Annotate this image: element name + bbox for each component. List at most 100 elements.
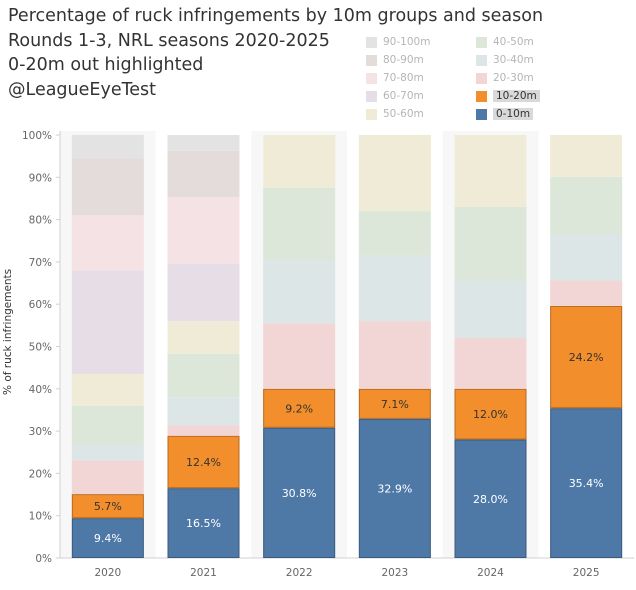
- bar-segment-50-60m-2021: [167, 321, 240, 354]
- legend-label: 80-90m: [383, 54, 424, 66]
- x-tick-label: 2022: [286, 567, 313, 579]
- data-label-10-20m-2024: 12.0%: [473, 408, 508, 421]
- bar-segment-0-10m-2025: [550, 408, 623, 558]
- legend-item-40-50m[interactable]: 40-50m: [476, 36, 534, 48]
- bar-segment-50-60m-2024: [454, 135, 527, 207]
- bar-segment-0-10m-2020: [71, 518, 144, 558]
- bar-segment-20-30m-2020: [71, 460, 144, 495]
- bar-segment-border: [358, 418, 431, 559]
- x-tick-label: 2023: [381, 567, 408, 579]
- bar-segment-20-30m-2025: [550, 280, 623, 306]
- y-tick-label: 80%: [29, 215, 52, 227]
- bar-segment-10-20m-2024: [454, 388, 527, 440]
- bar-segment-50-60m-2020: [71, 373, 144, 406]
- bar-segment-90-100m-2020: [71, 135, 144, 159]
- legend-swatch: [366, 36, 377, 48]
- y-tick-label: 60%: [29, 299, 52, 311]
- legend-label: 90-100m: [383, 36, 431, 48]
- legend-item-80-90m[interactable]: 80-90m: [366, 54, 424, 66]
- legend-item-60-70m[interactable]: 60-70m: [366, 90, 424, 102]
- bar-segment-10-20m-2021: [167, 435, 240, 489]
- bar-segment-60-70m-2021: [167, 264, 240, 322]
- data-label-10-20m-2021: 12.4%: [186, 456, 221, 469]
- bar-segment-20-30m-2021: [167, 425, 240, 436]
- legend-label: 40-50m: [493, 36, 534, 48]
- bar-segment-border: [550, 305, 623, 409]
- legend[interactable]: 90-100m 80-90m 70-80m 60-70m 50-60m 40-50m 30-…: [366, 36, 636, 126]
- data-label-10-20m-2025: 24.2%: [569, 351, 604, 364]
- bar-segment-70-80m-2021: [167, 197, 240, 265]
- bar-segment-30-40m-2020: [71, 445, 144, 461]
- bar-segment-20-30m-2022: [263, 323, 336, 389]
- bar-segment-0-10m-2023: [358, 418, 431, 558]
- y-tick-label: 40%: [29, 384, 52, 396]
- bar-segment-50-60m-2023: [358, 135, 431, 212]
- bar-segment-border: [454, 439, 527, 558]
- bar-segment-border: [167, 435, 240, 489]
- y-tick-label: 0%: [35, 553, 52, 565]
- bar-segment-border: [454, 388, 527, 440]
- x-tick-label: 2025: [573, 567, 600, 579]
- chart-credit: @LeagueEyeTest: [8, 79, 157, 100]
- bar-segment-20-30m-2024: [454, 338, 527, 389]
- bar-segment-20-30m-2023: [358, 321, 431, 389]
- bar-segment-90-100m-2021: [167, 135, 240, 151]
- bar-segment-border: [358, 388, 431, 419]
- legend-label: 60-70m: [383, 90, 424, 102]
- y-tick-label: 10%: [29, 511, 52, 523]
- legend-item-0-10m[interactable]: 0-10m: [476, 108, 534, 120]
- bar-segment-40-50m-2022: [263, 187, 336, 260]
- x-tick-label: 2021: [190, 567, 217, 579]
- legend-swatch: [366, 72, 377, 84]
- legend-item-10-20m[interactable]: 10-20m: [476, 90, 540, 102]
- bar-segment-10-20m-2025: [550, 305, 623, 409]
- bar-segment-40-50m-2025: [550, 176, 623, 234]
- bar-segment-40-50m-2023: [358, 211, 431, 256]
- data-label-0-10m-2025: 35.4%: [569, 477, 604, 490]
- bar-segment-60-70m-2020: [71, 270, 144, 374]
- legend-swatch: [476, 90, 487, 102]
- data-label-10-20m-2022: 9.2%: [285, 402, 313, 415]
- legend-swatch: [476, 108, 487, 120]
- chart-title: Percentage of ruck infringements by 10m …: [8, 6, 544, 26]
- bar-segment-border: [71, 518, 144, 558]
- x-tick-label: 2024: [477, 567, 504, 579]
- bar-segment-40-50m-2024: [454, 206, 527, 281]
- y-tick-label: 70%: [29, 257, 52, 269]
- legend-swatch: [366, 108, 377, 120]
- legend-item-70-80m[interactable]: 70-80m: [366, 72, 424, 84]
- data-label-0-10m-2020: 9.4%: [94, 532, 122, 545]
- legend-item-20-30m[interactable]: 20-30m: [476, 72, 534, 84]
- y-tick-label: 20%: [29, 468, 52, 480]
- x-tick-label: 2020: [94, 567, 121, 579]
- legend-swatch: [366, 90, 377, 102]
- bar-segment-80-90m-2020: [71, 158, 144, 216]
- data-label-0-10m-2023: 32.9%: [377, 482, 412, 495]
- legend-swatch: [476, 36, 487, 48]
- bar-segment-30-40m-2023: [358, 255, 431, 322]
- legend-item-50-60m[interactable]: 50-60m: [366, 108, 424, 120]
- legend-label: 70-80m: [383, 72, 424, 84]
- legend-label: 30-40m: [493, 54, 534, 66]
- legend-item-90-100m[interactable]: 90-100m: [366, 36, 430, 48]
- legend-label: 20-30m: [493, 72, 534, 84]
- bar-segment-30-40m-2021: [167, 397, 240, 426]
- legend-item-30-40m[interactable]: 30-40m: [476, 54, 534, 66]
- bar-segment-0-10m-2024: [454, 439, 527, 558]
- legend-swatch: [366, 54, 377, 66]
- data-label-10-20m-2023: 7.1%: [381, 398, 409, 411]
- data-label-0-10m-2024: 28.0%: [473, 493, 508, 506]
- bar-segment-30-40m-2024: [454, 280, 527, 339]
- chart-subtitle: Rounds 1-3, NRL seasons 2020-2025: [8, 30, 330, 51]
- y-tick-label: 50%: [29, 342, 52, 354]
- legend-swatch: [476, 72, 487, 84]
- bar-segment-0-10m-2021: [167, 488, 240, 558]
- bar-segment-30-40m-2022: [263, 259, 336, 324]
- bar-segment-0-10m-2022: [263, 427, 336, 558]
- bar-segment-border: [550, 408, 623, 558]
- legend-label: 50-60m: [383, 108, 424, 120]
- y-tick-label: 30%: [29, 426, 52, 438]
- bar-segment-border: [71, 494, 144, 519]
- bar-segment-30-40m-2025: [550, 233, 623, 281]
- data-label-0-10m-2022: 30.8%: [282, 487, 317, 500]
